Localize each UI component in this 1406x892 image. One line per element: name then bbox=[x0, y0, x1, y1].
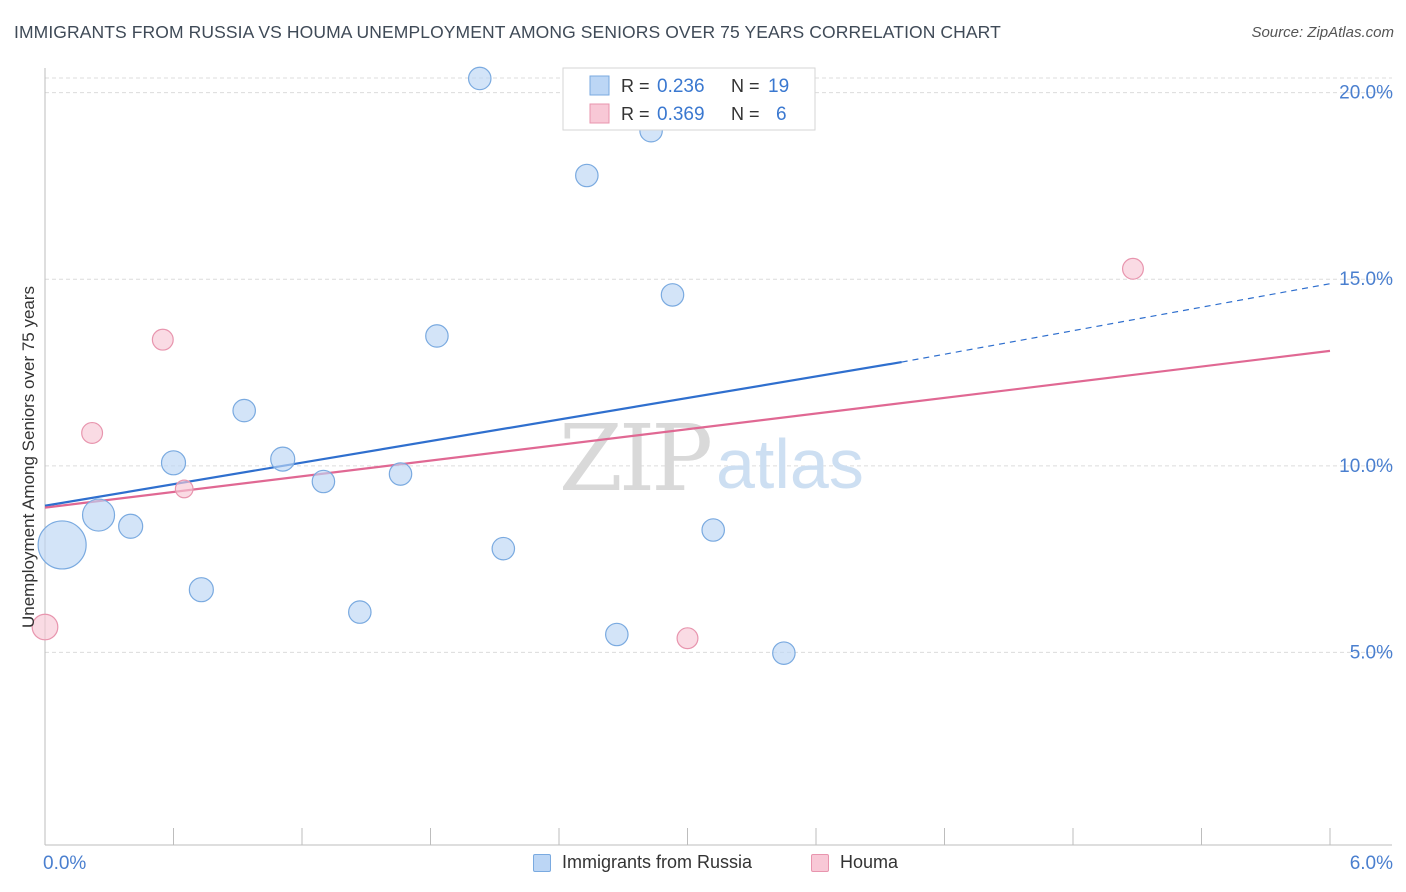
x-tick-labels: 0.0% 6.0% bbox=[43, 853, 1393, 874]
legend-n-label-houma: N = bbox=[731, 104, 760, 124]
point-houma bbox=[174, 479, 194, 499]
point-houma bbox=[31, 613, 59, 641]
legend-r-label-houma: R = bbox=[621, 104, 650, 124]
stats-legend: R = 0.236 N = 19 R = 0.369 N = 6 bbox=[562, 67, 816, 131]
point-russia bbox=[575, 163, 599, 188]
point-russia bbox=[425, 324, 449, 348]
legend-n-label-russia: N = bbox=[731, 76, 760, 96]
x-tick-label: 0.0% bbox=[43, 853, 86, 874]
watermark-atlas: atlas bbox=[716, 425, 864, 503]
point-russia bbox=[188, 577, 214, 603]
trend-line-houma bbox=[44, 349, 1331, 509]
bottom-legend: Immigrants from Russia Houma bbox=[0, 852, 1406, 878]
y-axis-label: Unemployment Among Seniors over 75 years bbox=[19, 286, 38, 628]
point-russia bbox=[772, 641, 796, 665]
point-russia bbox=[491, 536, 516, 561]
point-russia bbox=[232, 398, 256, 423]
point-russia bbox=[348, 600, 372, 624]
x-tick-label: 6.0% bbox=[1350, 853, 1393, 874]
legend-swatch-houma-bottom bbox=[811, 853, 829, 872]
point-russia bbox=[118, 513, 144, 539]
legend-r-value-houma: 0.369 bbox=[657, 104, 705, 125]
y-tick-label: 15.0% bbox=[1339, 269, 1393, 290]
legend-r-label-russia: R = bbox=[621, 76, 650, 96]
source-credit: Source: ZipAtlas.com bbox=[1251, 24, 1394, 41]
trend-line-russia-dashed bbox=[901, 283, 1331, 363]
legend-swatch-houma bbox=[589, 103, 610, 124]
point-russia bbox=[605, 622, 629, 647]
data-points bbox=[31, 66, 1144, 665]
legend-n-value-houma: 6 bbox=[776, 104, 787, 125]
point-russia bbox=[388, 462, 413, 486]
point-russia bbox=[660, 283, 685, 307]
watermark: ZIP atlas bbox=[559, 405, 864, 512]
point-russia bbox=[701, 518, 725, 542]
legend-swatch-russia-bottom bbox=[533, 853, 551, 872]
legend-label-houma: Houma bbox=[840, 852, 899, 872]
legend-item-houma[interactable]: Houma bbox=[811, 852, 898, 873]
legend-n-value-russia: 19 bbox=[768, 76, 789, 97]
legend-label-russia: Immigrants from Russia bbox=[562, 852, 753, 872]
legend-r-value-russia: 0.236 bbox=[657, 76, 705, 97]
point-russia bbox=[81, 498, 116, 532]
legend-item-russia[interactable]: Immigrants from Russia bbox=[533, 852, 752, 873]
grid-lines bbox=[45, 77, 1392, 653]
y-tick-labels: 5.0% 10.0% 15.0% 20.0% bbox=[1339, 83, 1393, 664]
point-russia bbox=[311, 469, 336, 494]
watermark-zip: ZIP bbox=[559, 405, 710, 512]
point-russia bbox=[37, 520, 87, 570]
point-russia bbox=[160, 450, 187, 476]
point-houma bbox=[1121, 257, 1144, 280]
y-tick-label: 5.0% bbox=[1350, 642, 1393, 663]
legend-swatch-russia bbox=[589, 75, 610, 96]
y-tick-label: 10.0% bbox=[1339, 456, 1393, 477]
y-tick-label: 20.0% bbox=[1339, 83, 1393, 104]
point-houma bbox=[81, 421, 104, 444]
point-houma bbox=[676, 627, 699, 650]
axes bbox=[44, 68, 1392, 846]
point-russia bbox=[270, 446, 296, 472]
point-houma bbox=[151, 328, 174, 351]
chart-title: IMMIGRANTS FROM RUSSIA VS HOUMA UNEMPLOY… bbox=[14, 22, 1001, 42]
point-russia bbox=[467, 66, 492, 91]
